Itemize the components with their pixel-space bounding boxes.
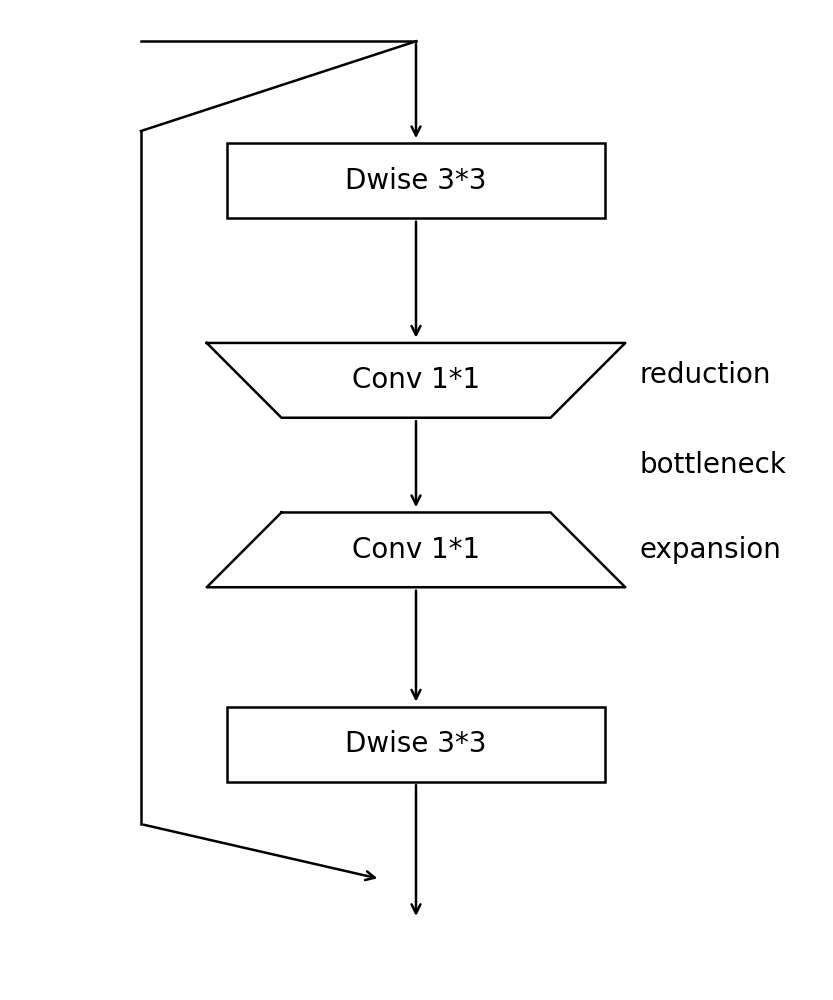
Text: Dwise 3*3: Dwise 3*3 [345,730,486,758]
Text: Dwise 3*3: Dwise 3*3 [345,167,486,195]
Text: Conv 1*1: Conv 1*1 [352,366,480,394]
Bar [227,143,606,218]
Text: Conv 1*1: Conv 1*1 [352,536,480,564]
Bar [227,707,606,782]
Text: bottleneck: bottleneck [639,451,786,479]
Text: expansion: expansion [639,536,781,564]
Text: reduction: reduction [639,361,771,389]
